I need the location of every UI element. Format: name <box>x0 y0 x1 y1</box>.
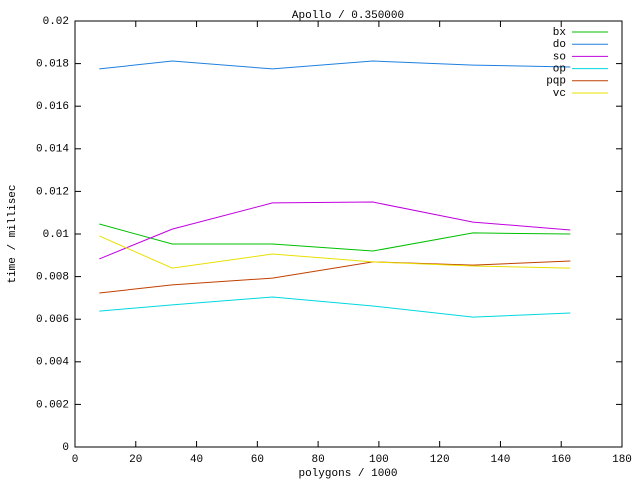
y-tick-label: 0.008 <box>36 272 69 284</box>
y-tick-label: 0.004 <box>36 357 69 369</box>
x-axis-label: polygons / 1000 <box>298 468 397 480</box>
legend-label: vc <box>553 88 566 100</box>
y-tick-label: 0.006 <box>36 314 69 326</box>
x-tick-label: 180 <box>612 454 632 466</box>
x-tick-label: 80 <box>312 454 325 466</box>
y-tick-label: 0.014 <box>36 144 69 156</box>
legend-label: do <box>553 39 566 51</box>
series-line <box>99 60 571 70</box>
y-tick-label: 0.016 <box>36 101 69 113</box>
chart-title: Apollo / 0.350000 <box>292 10 404 22</box>
y-tick-label: 0.012 <box>36 186 69 198</box>
x-tick-label: 100 <box>369 454 389 466</box>
legend-label: op <box>553 64 566 76</box>
x-tick-label: 160 <box>551 454 571 466</box>
x-tick-label: 0 <box>72 454 79 466</box>
legend-label: bx <box>553 27 567 39</box>
x-tick-label: 140 <box>491 454 511 466</box>
series-line <box>99 296 571 318</box>
y-tick-label: 0.02 <box>43 16 69 28</box>
series-line <box>99 223 571 252</box>
x-tick-label: 20 <box>129 454 142 466</box>
x-tick-label: 120 <box>430 454 450 466</box>
x-tick-label: 40 <box>190 454 203 466</box>
y-tick-label: 0.002 <box>36 399 69 411</box>
series-line <box>99 260 571 294</box>
y-tick-label: 0.018 <box>36 59 69 71</box>
series-line <box>99 235 571 269</box>
y-tick-label: 0.01 <box>43 229 70 241</box>
legend-label: pqp <box>546 76 566 88</box>
legend-label: so <box>553 51 566 63</box>
x-tick-label: 60 <box>251 454 264 466</box>
series-line <box>99 201 571 260</box>
y-tick-label: 0 <box>62 442 69 454</box>
y-axis-label: time / millisec <box>7 184 19 283</box>
